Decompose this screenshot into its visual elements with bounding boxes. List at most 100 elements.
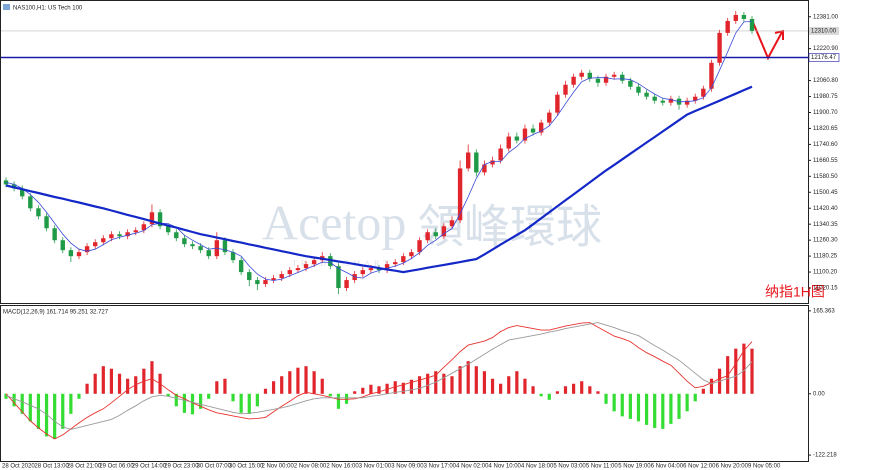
x-tick-label: 5 Nov 03:00 bbox=[553, 464, 586, 470]
candle-body bbox=[482, 164, 487, 173]
y-tick-label: 11020.15 bbox=[813, 286, 838, 292]
macd-bar bbox=[36, 393, 41, 429]
current-price-box bbox=[809, 26, 839, 35]
candle-body bbox=[247, 272, 252, 281]
candle-body bbox=[60, 240, 65, 251]
candle-body bbox=[555, 94, 560, 113]
x-tick-label: 4 Nov 02:00 bbox=[456, 464, 489, 470]
macd-bar bbox=[304, 366, 308, 394]
x-tick-label: 2 Nov 16:00 bbox=[326, 464, 359, 470]
macd-bar bbox=[580, 381, 584, 394]
candle-body bbox=[579, 72, 584, 77]
candle-body bbox=[28, 196, 33, 209]
macd-bar bbox=[12, 393, 16, 407]
macd-bar bbox=[490, 378, 495, 394]
macd-bar bbox=[636, 393, 641, 422]
candle-body bbox=[360, 270, 365, 275]
candle-body bbox=[165, 226, 171, 233]
candle-body bbox=[101, 238, 106, 243]
macd-bar bbox=[61, 393, 65, 429]
macd-bar bbox=[417, 376, 422, 394]
candle-body bbox=[149, 212, 155, 225]
macd-bar bbox=[669, 393, 673, 424]
macd-bar bbox=[539, 393, 543, 397]
candle-body bbox=[295, 268, 301, 271]
macd-bar bbox=[401, 382, 405, 394]
symbol-icon bbox=[3, 4, 10, 10]
x-tick-label: 6 Nov 12:00 bbox=[683, 464, 716, 470]
macd-bar bbox=[93, 373, 97, 394]
macd-bar bbox=[207, 393, 211, 399]
candle-body bbox=[717, 32, 722, 63]
x-tick-label: 30 Oct 07:00 bbox=[197, 464, 232, 470]
macd-bar bbox=[596, 391, 600, 394]
candle-body bbox=[571, 76, 576, 85]
macd-bar bbox=[328, 393, 332, 397]
macd-bar bbox=[474, 366, 478, 394]
y-tick-label: -122.218 bbox=[813, 453, 837, 459]
macd-bar bbox=[644, 393, 649, 425]
candle-body bbox=[76, 252, 82, 257]
candle-body bbox=[311, 260, 317, 265]
macd-bar bbox=[563, 386, 568, 394]
macd-bar bbox=[28, 393, 32, 422]
candle-body bbox=[401, 256, 406, 263]
candle-body bbox=[684, 100, 690, 105]
macd-bar bbox=[4, 393, 8, 399]
macd-bar bbox=[312, 371, 316, 394]
candle-body bbox=[52, 228, 57, 241]
level-label-box bbox=[808, 53, 840, 62]
macd-bar bbox=[280, 376, 284, 394]
macd-bar bbox=[628, 393, 632, 419]
macd-bar bbox=[588, 386, 592, 394]
candle-body bbox=[393, 262, 398, 265]
macd-bar bbox=[255, 393, 259, 407]
candle-body bbox=[68, 250, 74, 257]
moving-average bbox=[5, 85, 753, 274]
candle-body bbox=[174, 232, 179, 239]
x-tick-label: 5 Nov 11:00 bbox=[586, 464, 619, 470]
watermark-chinese: 領峰環球 bbox=[418, 202, 602, 253]
candle-body bbox=[449, 220, 455, 227]
candle-body bbox=[563, 84, 568, 95]
candle-body bbox=[92, 242, 98, 247]
candle-body bbox=[725, 20, 730, 33]
candle-body bbox=[336, 266, 341, 289]
candle-body bbox=[741, 14, 747, 19]
moving-average bbox=[5, 21, 753, 281]
candle-body bbox=[660, 100, 666, 103]
macd-bar bbox=[482, 371, 487, 394]
candle-body bbox=[587, 72, 593, 79]
candle-body bbox=[20, 188, 25, 197]
macd-bar bbox=[44, 393, 49, 437]
candle-body bbox=[44, 216, 49, 229]
candle-body bbox=[595, 78, 601, 83]
y-tick-label: 11580.50 bbox=[813, 174, 838, 180]
macd-bar bbox=[499, 383, 503, 394]
macd-bar bbox=[709, 378, 714, 394]
y-tick-label: 12060.80 bbox=[813, 78, 839, 84]
chart-title: NAS100,H1: US Tech 100 bbox=[13, 6, 83, 12]
macd-bar bbox=[620, 393, 624, 417]
macd-bar bbox=[174, 393, 178, 407]
macd-bar bbox=[661, 393, 665, 429]
macd-bar bbox=[742, 343, 746, 394]
macd-bar bbox=[653, 393, 657, 428]
macd-bar bbox=[369, 384, 373, 394]
macd-line bbox=[5, 322, 753, 440]
macd-bar bbox=[685, 393, 689, 412]
macd-bar bbox=[53, 393, 57, 439]
x-tick-label: 2 Nov 08:00 bbox=[294, 464, 327, 470]
candle-body bbox=[409, 252, 414, 257]
macd-bar bbox=[109, 368, 114, 394]
candle-body bbox=[506, 136, 511, 149]
candle-body bbox=[620, 74, 625, 81]
candle-body bbox=[611, 74, 617, 77]
candle-body bbox=[125, 232, 130, 237]
candle-body bbox=[668, 98, 674, 103]
watermark-tagline: TRADE SMART bbox=[292, 259, 392, 268]
macd-bar bbox=[223, 378, 227, 394]
candle-body bbox=[709, 62, 714, 89]
macd-bar bbox=[336, 393, 341, 409]
macd-bar bbox=[247, 393, 251, 414]
